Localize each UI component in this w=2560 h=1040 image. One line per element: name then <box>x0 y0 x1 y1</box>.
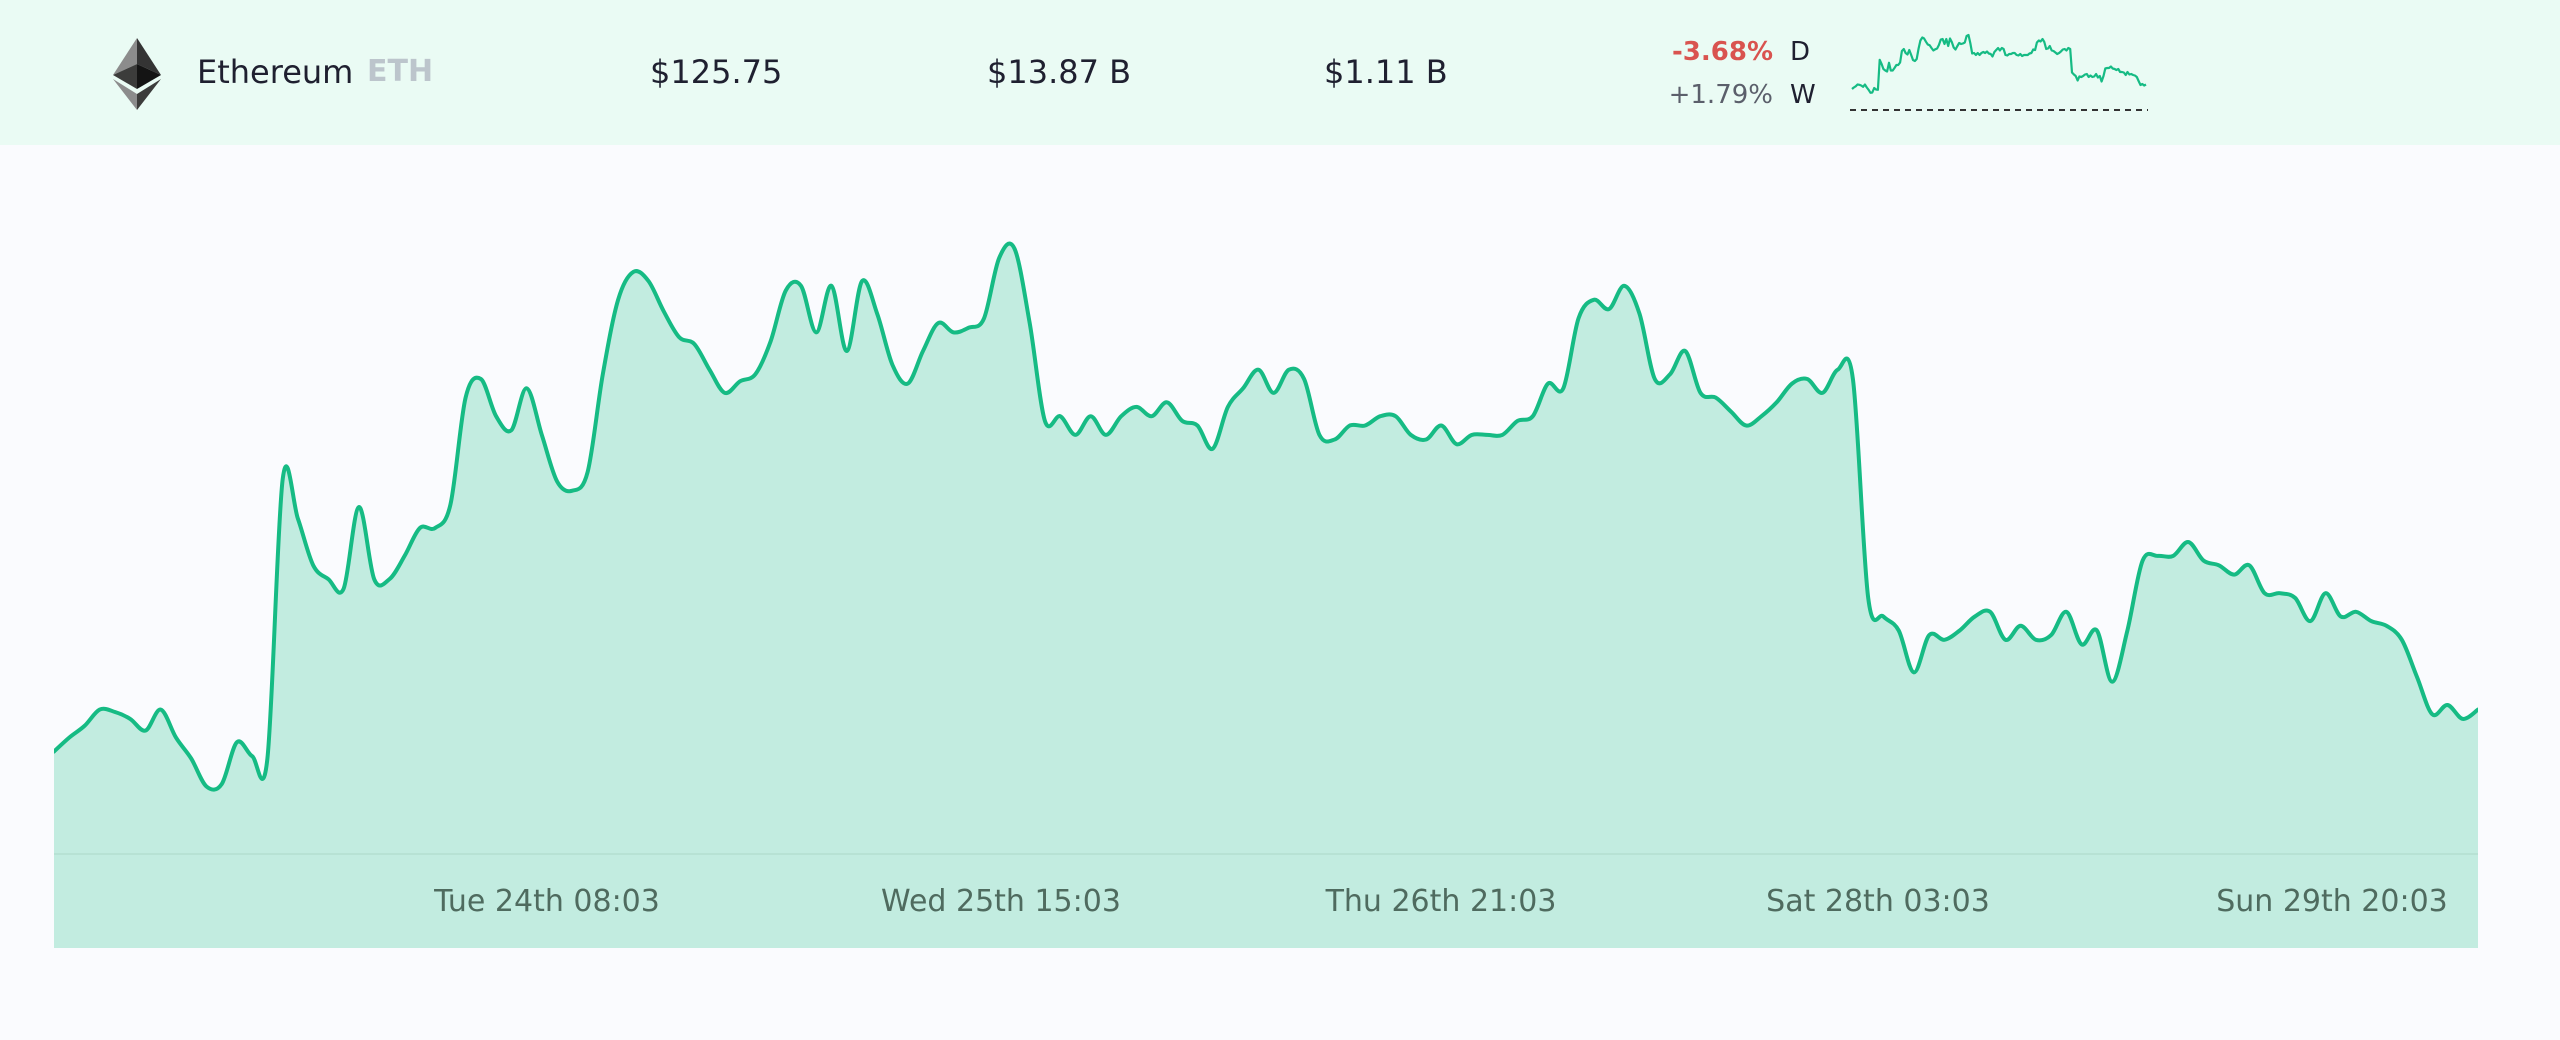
daily-change-label: D <box>1790 37 1811 67</box>
weekly-change: +1.79% <box>1668 80 1773 110</box>
price-line <box>54 241 2478 792</box>
x-axis-tick-labels: Tue 24th 08:03 Wed 25th 15:03 Thu 26th 21:… <box>433 884 2448 919</box>
price-value: $125.75 <box>650 53 783 91</box>
coin-symbol: ETH <box>367 54 434 89</box>
market-cap-value: $13.87 B <box>987 53 1132 91</box>
x-tick-label: Sun 29th 20:03 <box>2216 884 2448 919</box>
weekly-change-label: W <box>1790 80 1816 110</box>
volume-value: $1.11 B <box>1324 53 1448 91</box>
x-tick-label: Sat 28th 03:03 <box>1766 884 1990 919</box>
daily-change: -3.68% <box>1672 37 1773 67</box>
x-tick-label: Tue 24th 08:03 <box>433 884 660 919</box>
sparkline-chart <box>1850 33 2148 111</box>
x-tick-label: Thu 26th 21:03 <box>1325 884 1557 919</box>
x-tick-label: Wed 25th 15:03 <box>881 884 1121 919</box>
price-area-fill <box>54 243 2478 948</box>
ethereum-logo-icon <box>113 38 161 110</box>
coin-name: Ethereum <box>197 53 354 91</box>
sparkline-line <box>1851 33 2147 94</box>
price-area-chart[interactable]: Tue 24th 08:03 Wed 25th 15:03 Thu 26th 21:… <box>54 190 2478 948</box>
coin-row[interactable]: Ethereum ETH $125.75 $13.87 B $1.11 B -3… <box>0 0 2560 145</box>
